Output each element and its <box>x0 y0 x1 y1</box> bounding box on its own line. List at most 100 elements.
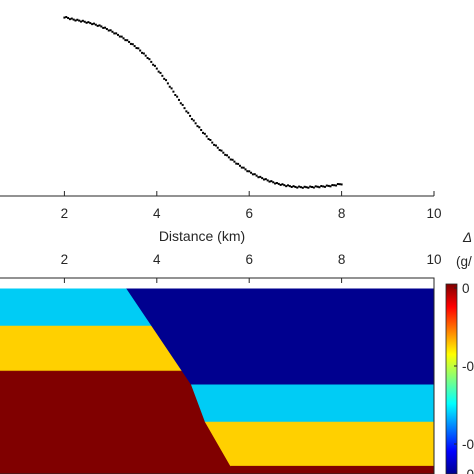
profile-data-point <box>190 118 193 121</box>
profile-data-point <box>142 52 145 55</box>
profile-data-point <box>68 18 71 21</box>
colorbar-tick-label: 0 <box>462 281 470 296</box>
profile-data-point <box>203 132 206 135</box>
profile-data-point <box>122 37 125 40</box>
profile-data-point <box>320 185 323 188</box>
profile-data-point <box>150 60 153 63</box>
section-layer <box>0 370 236 474</box>
profile-data-point <box>268 180 271 183</box>
profile-data-point <box>146 57 149 60</box>
profile-x-tick-label: 4 <box>153 206 161 221</box>
profile-data-point <box>165 79 168 82</box>
profile-data-point <box>80 20 83 23</box>
profile-data-point <box>240 166 243 169</box>
profile-data-point <box>128 40 131 43</box>
profile-data-point <box>72 18 75 21</box>
profile-data-point <box>135 47 138 50</box>
profile-data-point <box>91 23 94 26</box>
profile-data-point <box>115 32 118 35</box>
section-layer <box>204 421 435 467</box>
profile-data-point <box>259 175 262 178</box>
profile-data-point <box>129 42 132 45</box>
profile-data-point <box>257 176 260 179</box>
profile-data-point <box>296 186 299 189</box>
section-x-tick-label: 10 <box>426 252 441 267</box>
profile-data-point <box>226 154 229 157</box>
section-frame <box>0 277 435 474</box>
profile-data-point <box>316 185 319 188</box>
profile-data-point <box>262 178 265 181</box>
profile-data-point <box>96 24 99 27</box>
profile-data-point <box>290 185 293 188</box>
profile-data-point <box>292 185 295 188</box>
profile-data-point <box>107 29 110 32</box>
profile-data-point <box>305 186 308 189</box>
colorbar-label-fragment: Δ <box>462 230 472 245</box>
profile-data-point <box>166 82 169 85</box>
colorbar-tick-label: -0 <box>462 437 474 452</box>
profile-data-point <box>168 85 171 88</box>
profile-data-point <box>335 184 338 187</box>
profile-data-point <box>177 98 180 101</box>
profile-data-point <box>137 47 140 50</box>
profile-data-point <box>270 180 273 183</box>
profile-data-point <box>170 87 173 90</box>
profile-data-point <box>200 129 203 131</box>
profile-data-point <box>250 171 253 174</box>
profile-data-point <box>336 183 339 186</box>
profile-data-point <box>307 186 310 189</box>
profile-data-point <box>251 173 254 176</box>
profile-data-point <box>102 26 105 29</box>
profile-data-point <box>227 156 230 159</box>
section-plot: 2 4 6 8 10 <box>0 252 442 474</box>
profile-data-point <box>187 111 190 114</box>
profile-x-tick-label: 10 <box>426 206 441 221</box>
profile-data-point <box>224 153 227 156</box>
profile-data-point <box>98 24 101 27</box>
profile-data-point <box>133 45 136 48</box>
colorbar-unit-fragment: (g/ <box>456 254 472 269</box>
section-layer <box>230 465 435 474</box>
profile-data-point <box>331 184 334 187</box>
profile-data-point <box>205 135 208 138</box>
profile-data-point <box>153 64 156 67</box>
profile-data-point <box>244 168 247 171</box>
profile-data-point <box>63 16 66 19</box>
section-x-tick-label: 4 <box>153 252 161 267</box>
section-x-ticks: 2 4 6 8 10 <box>61 252 442 283</box>
profile-data-point <box>172 90 175 93</box>
profile-data-point <box>281 183 284 186</box>
profile-data-point <box>109 29 112 32</box>
profile-data-point <box>255 174 258 177</box>
profile-data-point <box>152 63 155 66</box>
profile-x-ticks: 2 4 6 8 10 <box>61 191 442 221</box>
profile-data-point <box>333 184 336 187</box>
profile-data-point <box>235 162 238 165</box>
profile-data-point <box>81 19 84 22</box>
profile-data-point <box>159 71 162 74</box>
profile-data-point <box>233 160 236 163</box>
profile-data-point <box>279 183 282 186</box>
profile-data-point <box>196 125 199 128</box>
profile-data-point <box>253 173 256 176</box>
profile-data-point <box>111 30 114 33</box>
profile-data-point <box>74 19 77 22</box>
profile-data-point <box>238 164 241 167</box>
profile-data-point <box>192 119 195 122</box>
profile-data-point <box>78 19 81 22</box>
profile-data-point <box>92 22 95 25</box>
profile-data-point <box>148 58 151 61</box>
profile-data-point <box>207 138 210 141</box>
section-x-tick-label: 8 <box>338 252 346 267</box>
profile-data-point <box>340 183 343 186</box>
profile-data-point <box>181 103 184 106</box>
profile-data-point <box>120 35 123 38</box>
profile-x-tick-label: 2 <box>61 206 69 221</box>
profile-data-point <box>285 185 288 188</box>
profile-data-point <box>261 177 264 180</box>
profile-data-point <box>301 186 304 189</box>
profile-data-point <box>113 32 116 35</box>
profile-data-point <box>322 185 325 188</box>
profile-data-point <box>179 102 182 105</box>
